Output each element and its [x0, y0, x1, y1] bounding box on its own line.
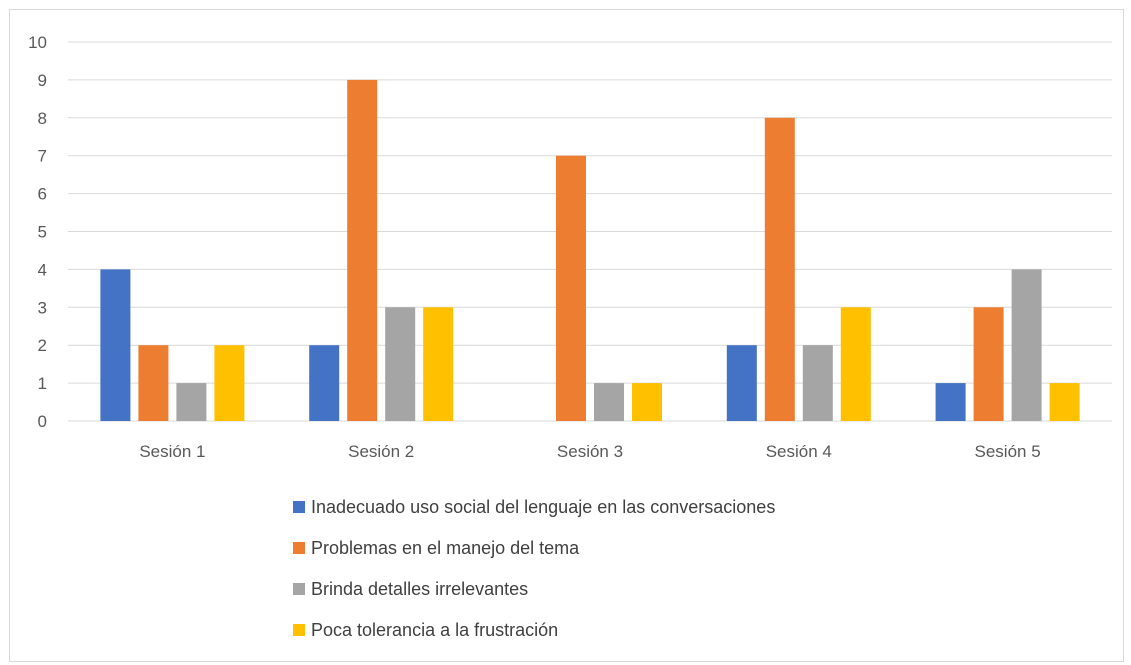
bar [594, 383, 624, 421]
y-tick-label: 5 [38, 223, 47, 242]
legend-swatch [293, 583, 305, 595]
bar [385, 307, 416, 421]
bar [176, 383, 207, 421]
y-tick-label: 3 [38, 298, 47, 317]
bar [840, 307, 871, 421]
bars [100, 79, 1080, 422]
bar [632, 383, 662, 421]
bar [347, 79, 378, 422]
y-tick-label: 0 [38, 412, 47, 431]
x-tick-label: Sesión 5 [975, 442, 1041, 461]
bar [726, 345, 757, 421]
legend-label: Poca tolerancia a la frustración [311, 620, 558, 640]
y-tick-label: 1 [38, 374, 47, 393]
x-tick-label: Sesión 2 [348, 442, 414, 461]
y-tick-label: 2 [38, 336, 47, 355]
y-tick-label: 7 [38, 147, 47, 166]
legend: Inadecuado uso social del lenguaje en la… [293, 497, 775, 640]
x-tick-label: Sesión 3 [557, 442, 623, 461]
y-axis-ticks: 0 1 2 3 4 5 6 7 8 9 10 [28, 33, 47, 431]
bar [1049, 383, 1080, 421]
bar [802, 345, 833, 421]
bar [100, 269, 131, 421]
bar [1011, 269, 1042, 421]
y-tick-label: 8 [38, 109, 47, 128]
y-tick-label: 10 [28, 33, 47, 52]
bar [935, 383, 966, 421]
bar [423, 307, 454, 421]
x-axis-ticks: Sesión 1 Sesión 2 Sesión 3 Sesión 4 Sesión 5 [139, 442, 1040, 461]
legend-label: Problemas en el manejo del tema [311, 538, 580, 558]
y-tick-label: 6 [38, 185, 47, 204]
y-tick-label: 9 [38, 71, 47, 90]
x-tick-label: Sesión 4 [766, 442, 832, 461]
y-tick-label: 4 [38, 260, 47, 279]
bar [309, 345, 340, 421]
legend-swatch [293, 624, 305, 636]
legend-label: Brinda detalles irrelevantes [311, 579, 528, 599]
bar [556, 155, 586, 421]
legend-swatch [293, 542, 305, 554]
legend-swatch [293, 501, 305, 513]
bar [973, 307, 1004, 421]
legend-label: Inadecuado uso social del lenguaje en la… [311, 497, 775, 517]
bar [764, 117, 795, 422]
bar [138, 345, 169, 421]
bar [214, 345, 245, 421]
x-tick-label: Sesión 1 [139, 442, 205, 461]
